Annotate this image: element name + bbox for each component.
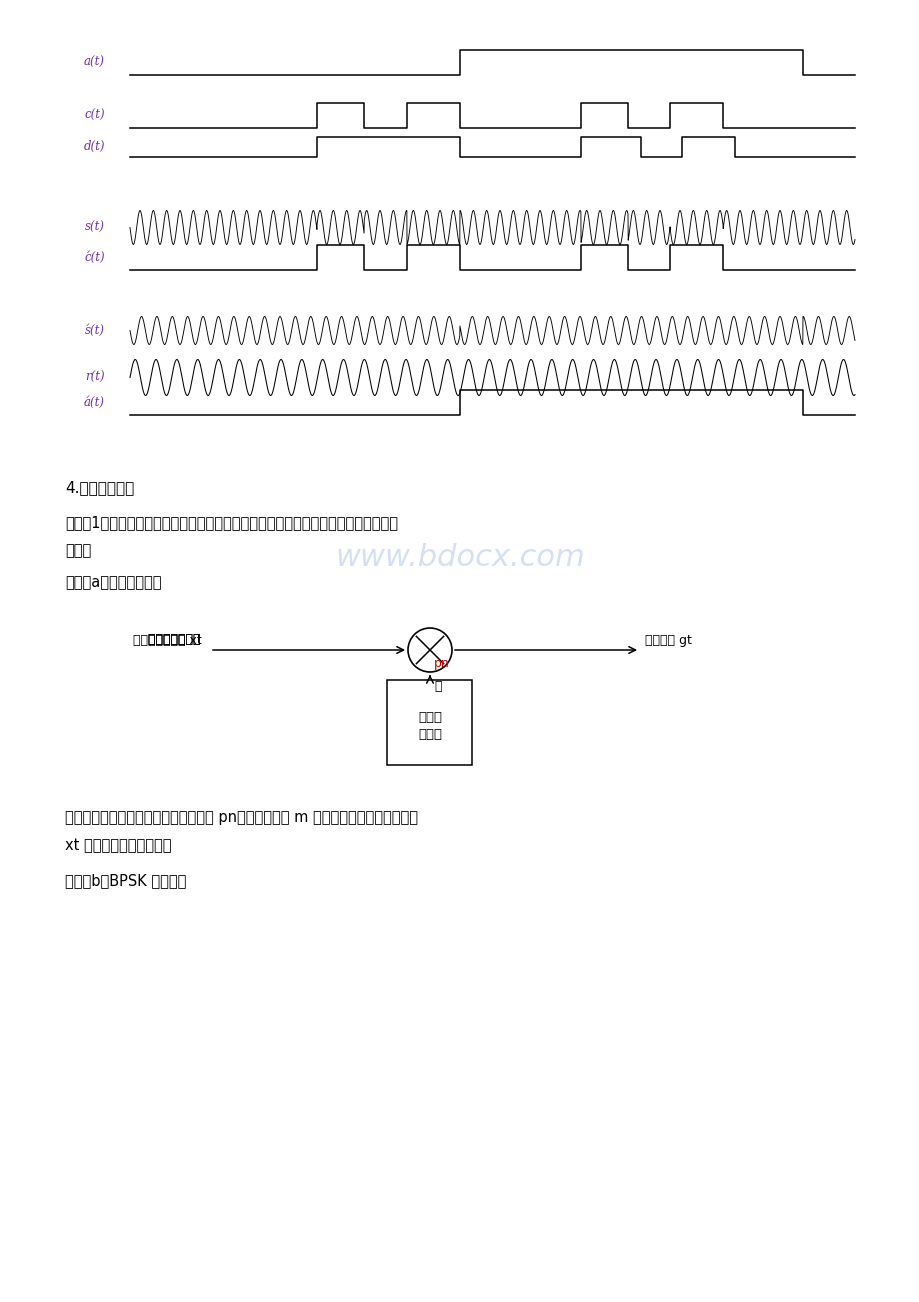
Text: 用扩频码发生器产生一个伪随机码 pn（这里用的是 m 序列），与信源信息码序列: 用扩频码发生器产生一个伪随机码 pn（这里用的是 m 序列），与信源信息码序列: [65, 810, 417, 825]
Text: www.bdocx.com: www.bdocx.com: [335, 543, 584, 572]
Text: 信源信息码序列 xt: 信源信息码序列 xt: [133, 634, 202, 647]
Text: xt 相乘，实现频谱的展宽: xt 相乘，实现频谱的展宽: [65, 838, 171, 853]
Text: s(t): s(t): [85, 221, 105, 234]
Text: d(t): d(t): [84, 141, 105, 154]
Text: 码: 码: [434, 680, 441, 693]
Text: pn: pn: [434, 658, 449, 671]
Text: 4.模块功能分析: 4.模块功能分析: [65, 480, 134, 495]
Text: 信源信息码序列: 信源信息码序列: [148, 633, 205, 646]
Text: 扩频码: 扩频码: [417, 711, 441, 724]
Text: á(t): á(t): [84, 396, 105, 409]
Text: c(t): c(t): [85, 109, 105, 122]
Bar: [387, 680, 472, 766]
Text: ć(t): ć(t): [85, 251, 105, 264]
Text: 发生器: 发生器: [417, 728, 441, 741]
Text: r(t): r(t): [85, 371, 105, 384]
Text: 信源信息码序列: 信源信息码序列: [148, 633, 205, 646]
Text: （a）扩频调制模块: （a）扩频调制模块: [65, 575, 162, 590]
Text: （1）直扩系统的调制功能模块：（都包含模块框图和不同调制、解调方式介绍、: （1）直扩系统的调制功能模块：（都包含模块框图和不同调制、解调方式介绍、: [65, 516, 398, 530]
Text: （b）BPSK 调制模块: （b）BPSK 调制模块: [65, 874, 187, 888]
Text: a(t): a(t): [84, 56, 105, 69]
Text: 分析）: 分析）: [65, 543, 91, 559]
Text: 复合信号 gt: 复合信号 gt: [644, 634, 691, 647]
Text: ś(t): ś(t): [85, 324, 105, 337]
